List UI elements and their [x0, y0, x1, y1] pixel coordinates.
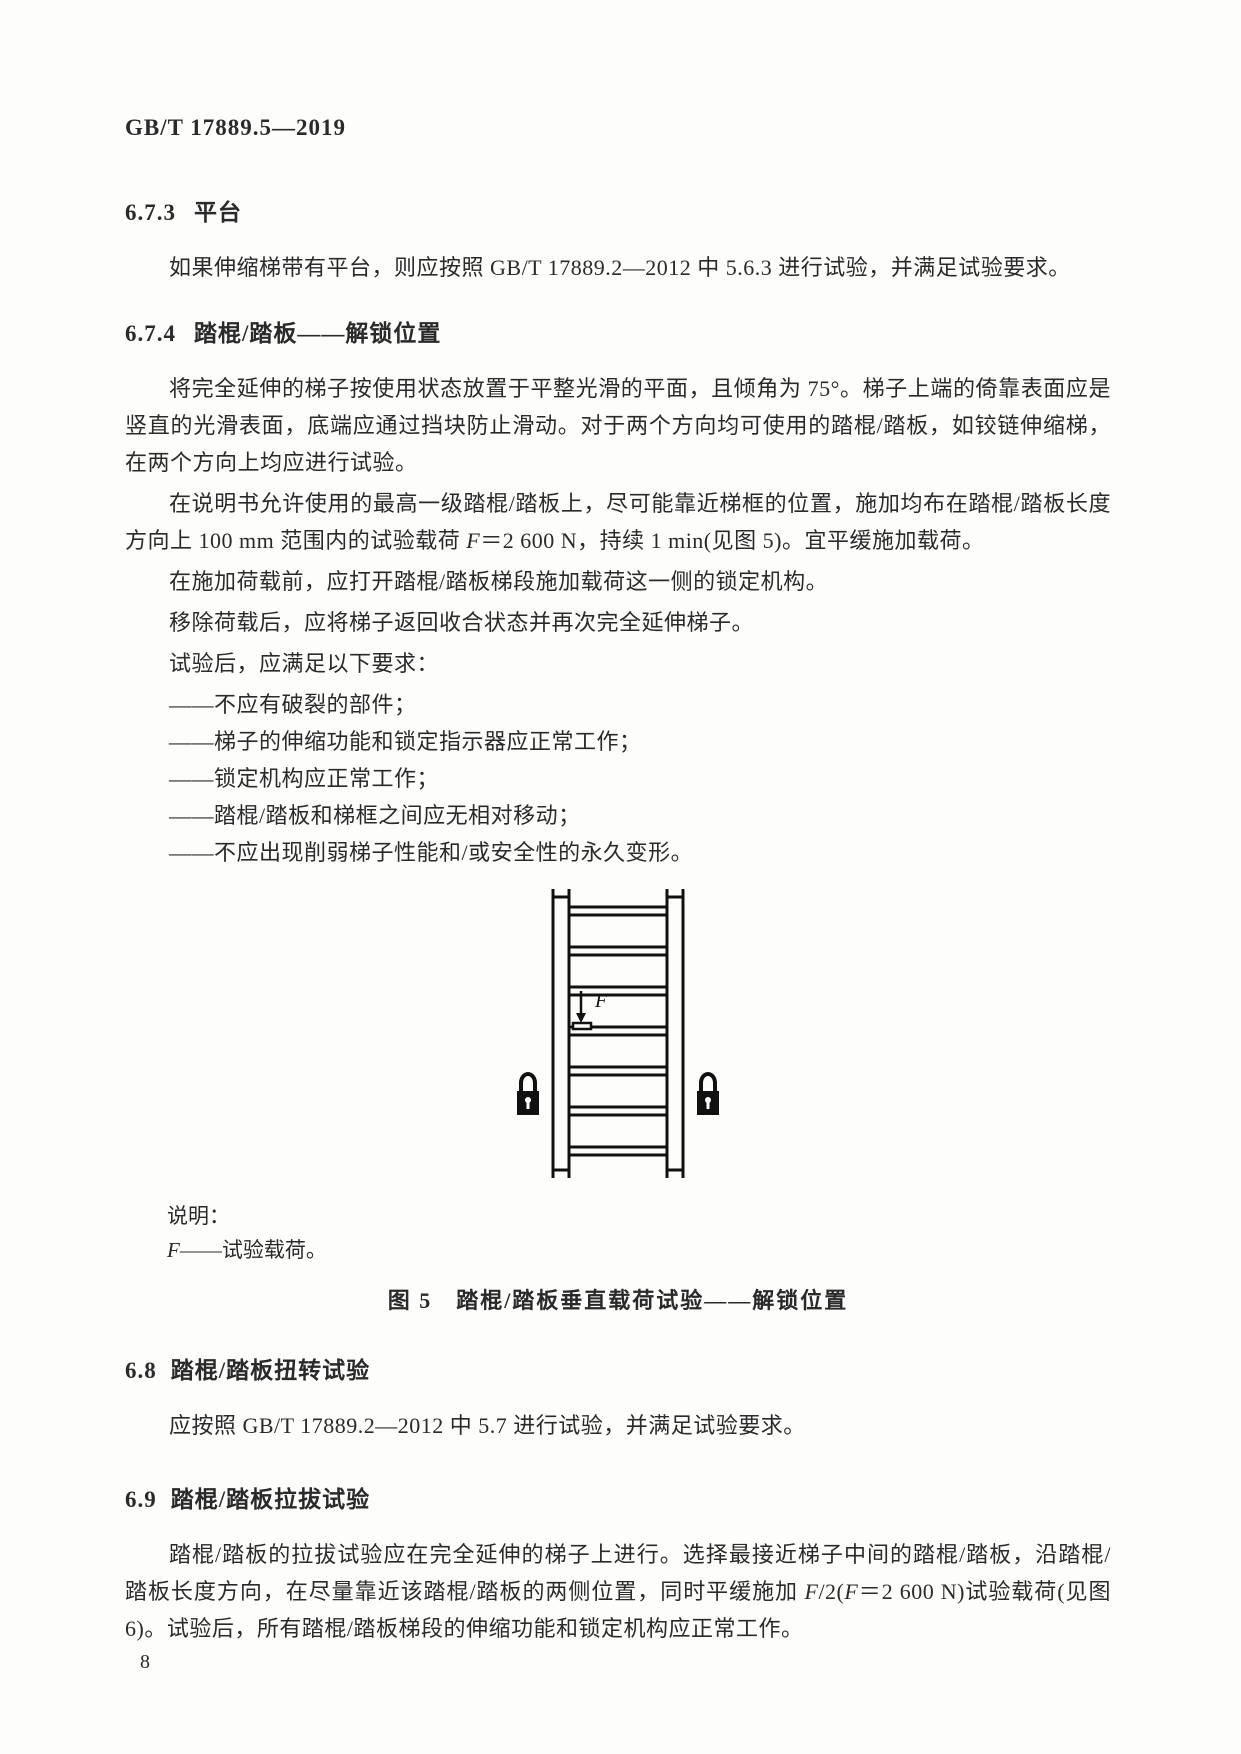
req-item-3: ——锁定机构应正常工作； — [125, 760, 1111, 797]
svg-text:F: F — [594, 990, 608, 1012]
para-674-1: 将完全延伸的梯子按使用状态放置于平整光滑的平面，且倾角为 75°。梯子上端的倚靠… — [125, 370, 1111, 481]
heading-6-7-3: 6.7.3 平台 — [125, 193, 1111, 227]
text: ——试验载荷。 — [180, 1238, 327, 1262]
heading-6-9: 6.9 踏棍/踏板拉拔试验 — [125, 1480, 1111, 1514]
para-674-2: 在说明书允许使用的最高一级踏棍/踏板上，尽可能靠近梯框的位置，施加均布在踏棍/踏… — [125, 485, 1111, 559]
heading-6-7-4: 6.7.4 踏棍/踏板——解锁位置 — [125, 314, 1111, 348]
req-item-4: ——踏棍/踏板和梯框之间应无相对移动； — [125, 797, 1111, 834]
para-69-1: 踏棍/踏板的拉拔试验应在完全延伸的梯子上进行。选择最接近梯子中间的踏棍/踏板，沿… — [125, 1536, 1111, 1647]
figure-5-caption: 图 5 踏棍/踏板垂直载荷试验——解锁位置 — [125, 1283, 1111, 1315]
heading-title: 踏棍/踏板拉拔试验 — [171, 1487, 370, 1512]
standard-code: GB/T 17889.5—2019 — [125, 115, 1111, 141]
var-F: F — [844, 1579, 858, 1604]
req-item-5: ——不应出现削弱梯子性能和/或安全性的永久变形。 — [125, 834, 1111, 871]
para-68-1: 应按照 GB/T 17889.2—2012 中 5.7 进行试验，并满足试验要求… — [125, 1407, 1111, 1444]
para-674-3: 在施加荷载前，应打开踏棍/踏板梯段施加载荷这一侧的锁定机构。 — [125, 563, 1111, 600]
var-F: F — [466, 528, 480, 553]
req-item-2: ——梯子的伸缩功能和锁定指示器应正常工作； — [125, 723, 1111, 760]
page-number: 8 — [140, 1651, 150, 1674]
text: ＝2 600 N，持续 1 min(见图 5)。宜平缓施加载荷。 — [480, 528, 984, 553]
figure-5-legend: 说明： F——试验载荷。 — [125, 1199, 1111, 1267]
heading-6-8: 6.8 踏棍/踏板扭转试验 — [125, 1351, 1111, 1385]
var-F: F — [804, 1579, 818, 1604]
heading-num: 6.7.3 — [125, 200, 176, 225]
heading-num: 6.8 — [125, 1358, 157, 1383]
req-item-1: ——不应有破裂的部件； — [125, 686, 1111, 723]
heading-num: 6.9 — [125, 1487, 157, 1512]
para-673-1: 如果伸缩梯带有平台，则应按照 GB/T 17889.2—2012 中 5.6.3… — [125, 249, 1111, 286]
heading-num: 6.7.4 — [125, 321, 176, 346]
para-674-5: 试验后，应满足以下要求： — [125, 645, 1111, 682]
para-674-4: 移除荷载后，应将梯子返回收合状态并再次完全延伸梯子。 — [125, 604, 1111, 641]
heading-title: 踏棍/踏板扭转试验 — [171, 1358, 370, 1383]
legend-item: F——试验载荷。 — [125, 1233, 1111, 1267]
ladder-diagram-icon: F — [503, 881, 733, 1186]
heading-title: 踏棍/踏板——解锁位置 — [194, 321, 441, 346]
text: /2( — [818, 1579, 844, 1604]
heading-title: 平台 — [194, 200, 242, 225]
figure-5: F — [125, 881, 1111, 1191]
var-F: F — [167, 1238, 180, 1262]
legend-label: 说明： — [125, 1199, 1111, 1233]
